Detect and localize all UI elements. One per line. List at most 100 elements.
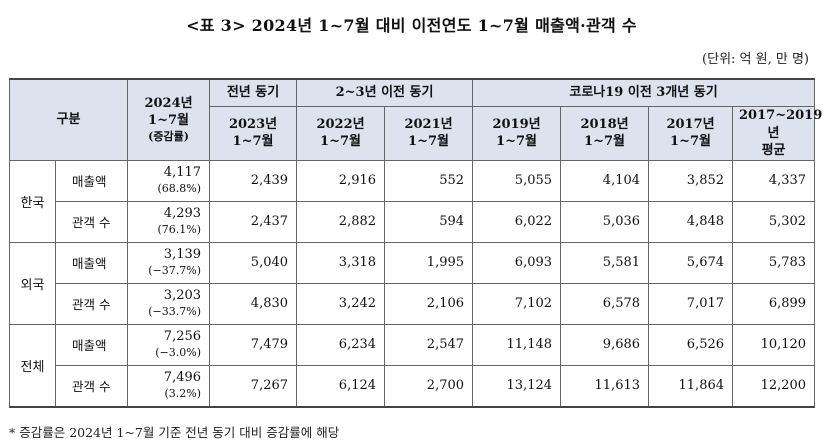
header-col-4: 2018년 1~7월	[560, 106, 650, 161]
group-label: 한국	[9, 159, 56, 243]
value-cell: 13,124	[472, 364, 562, 408]
header-col-year: 2023년	[228, 116, 278, 132]
row-item-label: 매출액	[54, 159, 129, 202]
header-col-period: 1~7월	[496, 134, 537, 150]
value-cell: 552	[384, 159, 474, 202]
value-cell: 6,093	[472, 241, 562, 284]
value-cell: 12,200	[732, 364, 816, 408]
current-value-cell: 3,139 (−37.7%)	[127, 241, 211, 284]
table-row: 한국 매출액 4,117 (68.8%) 2,439 2,916 552 5,055 4,104…	[9, 159, 816, 243]
value-cell: 5,581	[560, 241, 650, 284]
current-value-cell: 7,256 (−3.0%)	[127, 323, 211, 366]
header-col-year: 2017~2019년	[739, 108, 823, 141]
header-col-1: 2022년 1~7월	[296, 106, 386, 161]
change-rate: (68.8%)	[157, 181, 202, 195]
value-cell: 11,613	[560, 364, 650, 408]
value-cell: 6,022	[472, 200, 562, 243]
value-cell: 2,437	[209, 200, 298, 243]
value-cell: 3,318	[296, 241, 386, 284]
value-cell: 4,848	[648, 200, 734, 243]
change-rate: (−3.0%)	[155, 345, 202, 359]
change-rate: (−37.7%)	[148, 263, 202, 277]
current-value-cell: 7,496 (3.2%)	[127, 364, 211, 408]
table-row: 관객 수 7,496 (3.2%) 7,267 6,124 2,700 13,124 11,6…	[10, 364, 816, 408]
value-cell: 5,674	[648, 241, 734, 284]
header-current: 2024년 1~7월 (증감률)	[127, 78, 211, 161]
header-col-3: 2019년 1~7월	[472, 106, 562, 161]
table-row: 외국 매출액 3,139 (−37.7%) 5,040 3,318 1,995 6,093 5,…	[9, 241, 816, 325]
header-group-prev-year: 전년 동기	[209, 78, 298, 107]
header-col-year: 2018년	[580, 116, 629, 132]
header-current-period: 1~7월	[148, 113, 189, 129]
row-item-label: 관객 수	[54, 282, 129, 325]
value-cell: 7,267	[209, 364, 298, 408]
current-value-cell: 3,203 (−33.7%)	[127, 282, 211, 325]
current-value: 4,117	[163, 165, 202, 181]
header-current-change: (증감률)	[148, 129, 189, 143]
value-cell: 1,995	[384, 241, 474, 284]
current-value-cell: 4,117 (68.8%)	[127, 159, 211, 202]
table-row: 관객 수 3,203 (−33.7%) 4,830 3,242 2,106 7,102 6,5…	[10, 282, 816, 325]
value-cell: 2,439	[209, 159, 298, 202]
header-col-0: 2023년 1~7월	[209, 106, 298, 161]
group-label: 전체	[9, 323, 56, 408]
value-cell: 594	[384, 200, 474, 243]
header-col-period: 평균	[761, 143, 786, 159]
value-cell: 3,852	[648, 159, 734, 202]
value-cell: 5,040	[209, 241, 298, 284]
value-cell: 3,242	[296, 282, 386, 325]
header-group-pre-covid: 코로나19 이전 3개년 동기	[472, 78, 816, 107]
value-cell: 2,882	[296, 200, 386, 243]
header-col-period: 1~7월	[408, 134, 449, 150]
value-cell: 7,479	[209, 323, 298, 366]
table-row: 관객 수 4,293 (76.1%) 2,437 2,882 594 6,022 5,036 4…	[10, 200, 816, 243]
header-current-year: 2024년	[144, 95, 193, 111]
header-col-5: 2017년 1~7월	[648, 106, 734, 161]
table-row: 전체 매출액 7,256 (−3.0%) 7,479 6,234 2,547 11,148 9,…	[9, 323, 816, 408]
row-item-label: 관객 수	[54, 200, 129, 243]
table-title: <표 3> 2024년 1~7월 대비 이전연도 1~7월 매출액·관객 수	[186, 16, 637, 35]
header-col-period: 1~7월	[232, 134, 274, 150]
value-cell: 2,106	[384, 282, 474, 325]
value-cell: 5,055	[472, 159, 562, 202]
change-rate: (76.1%)	[157, 222, 202, 236]
value-cell: 10,120	[732, 323, 816, 366]
row-item-label: 관객 수	[54, 364, 129, 408]
current-value: 4,293	[163, 206, 202, 222]
value-cell: 11,148	[472, 323, 562, 366]
header-col-period: 1~7월	[670, 134, 711, 150]
value-cell: 6,578	[560, 282, 650, 325]
value-cell: 9,686	[560, 323, 650, 366]
footnote: * 증감률은 2024년 1~7월 기준 전년 동기 대비 증감률에 해당	[9, 425, 340, 440]
value-cell: 6,899	[732, 282, 816, 325]
data-table: 구분 2024년 1~7월 (증감률) 전년 동기 2~3년 이전 동기 코로나…	[8, 78, 823, 408]
header-col-year: 2021년	[404, 116, 453, 132]
header-col-period: 1~7월	[320, 134, 361, 150]
value-cell: 6,526	[648, 323, 734, 366]
value-cell: 4,337	[732, 159, 816, 202]
header-group-two-three: 2~3년 이전 동기	[296, 78, 474, 107]
value-cell: 7,017	[648, 282, 734, 325]
value-cell: 5,036	[560, 200, 650, 243]
value-cell: 5,783	[732, 241, 816, 284]
value-cell: 6,234	[296, 323, 386, 366]
value-cell: 4,104	[560, 159, 650, 202]
change-rate: (3.2%)	[164, 386, 202, 400]
value-cell: 2,700	[384, 364, 474, 408]
current-value-cell: 4,293 (76.1%)	[127, 200, 211, 243]
value-cell: 4,830	[209, 282, 298, 325]
value-cell: 2,916	[296, 159, 386, 202]
value-cell: 5,302	[732, 200, 816, 243]
value-cell: 2,547	[384, 323, 474, 366]
unit-label: (단위: 억 원, 만 명)	[702, 52, 809, 67]
value-cell: 11,864	[648, 364, 734, 408]
header-col-year: 2022년	[316, 116, 365, 132]
value-cell: 6,124	[296, 364, 386, 408]
current-value: 7,496	[163, 370, 202, 386]
header-col-period: 1~7월	[584, 134, 625, 150]
row-item-label: 매출액	[54, 323, 129, 366]
current-value: 3,139	[163, 247, 202, 263]
current-value: 3,203	[163, 288, 202, 304]
row-item-label: 매출액	[54, 241, 129, 284]
